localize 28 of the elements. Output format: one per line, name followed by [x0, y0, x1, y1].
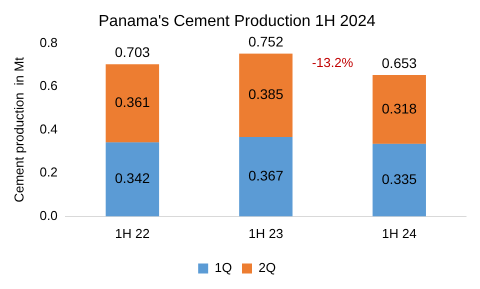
bar — [239, 54, 293, 137]
y-tick-label: 0.0 — [40, 208, 58, 223]
x-tick-label: 1H 22 — [115, 226, 150, 241]
data-label: 0.385 — [248, 86, 284, 102]
total-label: 0.653 — [382, 54, 418, 71]
bar — [106, 64, 160, 142]
x-tick-label: 1H 23 — [248, 226, 284, 241]
bar — [239, 136, 293, 216]
data-label: 0.335 — [382, 170, 418, 187]
legend-label: 2Q — [258, 260, 276, 276]
total-label: 0.703 — [114, 44, 150, 60]
y-tick-label: 0.6 — [40, 78, 58, 94]
chart-title: Panama's Cement Production 1H 2024 — [98, 13, 376, 30]
total-label: 0.752 — [248, 33, 284, 50]
y-tick-label: 0.4 — [40, 121, 58, 136]
y-axis-title: Cement production in Mt — [11, 56, 26, 202]
legend-label: 1Q — [214, 260, 232, 276]
data-label: 0.361 — [114, 94, 150, 110]
data-label: 0.318 — [382, 100, 418, 116]
y-tick-label: 0.2 — [40, 164, 58, 180]
data-label: 0.367 — [248, 168, 284, 184]
bar — [106, 142, 160, 216]
data-label: 0.342 — [114, 170, 150, 186]
x-tick-label: 1H 24 — [382, 226, 417, 241]
annotation: -13.2% — [312, 54, 354, 70]
bar — [372, 144, 426, 216]
bar — [372, 75, 426, 144]
y-tick-label: 0.8 — [40, 34, 58, 50]
